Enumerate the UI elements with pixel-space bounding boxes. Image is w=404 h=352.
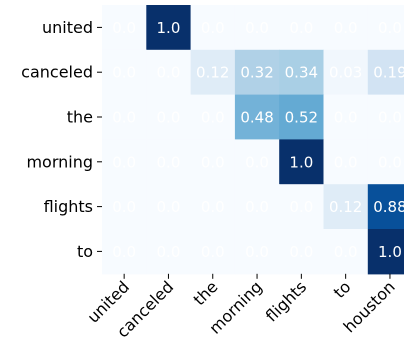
heatmap-cell: [279, 139, 325, 185]
heatmap-cell: [102, 5, 147, 51]
cell-value-label: 0.0: [157, 198, 181, 216]
cell-value-label: 0.19: [373, 64, 404, 82]
heatmap-cell: [234, 139, 280, 185]
cell-value-label: 0.0: [289, 19, 313, 37]
y-tick-label: canceled: [21, 63, 93, 82]
cell-value-label: 0.0: [112, 153, 136, 171]
cell-value-label: 0.0: [334, 109, 358, 127]
cell-value-label: 0.0: [157, 64, 181, 82]
y-tick-label: to: [77, 242, 93, 261]
heatmap-cell: [323, 139, 369, 185]
cell-value-label: 0.0: [334, 243, 358, 261]
cell-value-label: 0.52: [285, 109, 318, 127]
cell-value-label: 0.12: [329, 198, 362, 216]
cell-value-label: 0.0: [378, 109, 402, 127]
heatmap-cell: [146, 229, 192, 275]
heatmap-cell: [234, 5, 280, 51]
axis-ticks: [97, 26, 391, 279]
y-tick-label: united: [42, 18, 93, 37]
heatmap-cell: [279, 229, 325, 275]
cell-value-label: 0.48: [240, 109, 273, 127]
heatmap-cell: [190, 94, 236, 140]
cell-value-label: 0.88: [373, 198, 404, 216]
cell-value-label: 1.0: [378, 243, 402, 261]
cell-value-label: 0.0: [289, 198, 313, 216]
heatmap-cell: [234, 229, 280, 275]
cell-value-label: 0.0: [378, 19, 402, 37]
heatmap-cell: [146, 94, 192, 140]
heatmap-cell: [190, 49, 236, 96]
heatmap-cell: [190, 229, 236, 275]
heatmap-cell: [279, 49, 325, 96]
heatmap-cell: [367, 139, 404, 185]
x-tick-label: to: [330, 277, 355, 302]
y-tick-label: flights: [44, 197, 93, 216]
heatmap-cell: [102, 184, 147, 230]
heatmap-cell: [367, 94, 404, 140]
heatmap-cell: [323, 49, 369, 96]
heatmap-cell: [323, 94, 369, 140]
y-tick-label: the: [67, 108, 93, 127]
heatmap-cell: [234, 94, 280, 140]
cell-value-label: 1.0: [157, 19, 181, 37]
cell-value-label: 0.0: [201, 243, 225, 261]
cell-value-label: 0.0: [112, 109, 136, 127]
heatmap-cell: [323, 5, 369, 51]
cell-value-label: 1.0: [289, 153, 313, 171]
cell-value-label: 0.0: [201, 198, 225, 216]
heatmap-cell: [146, 184, 192, 230]
heatmap-cell: [190, 5, 236, 51]
heatmap-cell: [279, 184, 325, 230]
x-tick-label: the: [190, 277, 222, 309]
cell-value-label: 0.0: [201, 109, 225, 127]
cell-value-label: 0.0: [157, 109, 181, 127]
cell-value-label: 0.0: [245, 19, 269, 37]
cell-value-label: 0.0: [157, 153, 181, 171]
cell-value-label: 0.0: [112, 198, 136, 216]
heatmap-cell: [367, 184, 404, 230]
cell-value-label: 0.0: [245, 153, 269, 171]
heatmap-cell: [323, 229, 369, 275]
cell-value-label: 0.0: [201, 153, 225, 171]
heatmap-cell: [190, 139, 236, 185]
heatmap-cell: [323, 184, 369, 230]
heatmap-cell: [102, 94, 147, 140]
heatmap-cell: [146, 49, 192, 96]
heatmap-cell: [279, 5, 325, 51]
heatmap-cell: [279, 94, 325, 140]
heatmap-cell: [367, 49, 404, 96]
cell-value-label: 0.12: [196, 64, 229, 82]
cell-value-label: 0.0: [334, 153, 358, 171]
cell-value-label: 0.0: [245, 198, 269, 216]
heatmap-cell: [102, 229, 147, 275]
heatmap-cell: [146, 139, 192, 185]
cell-value-label: 0.0: [112, 243, 136, 261]
y-axis-tick-labels: united canceled the morning flights to: [21, 18, 93, 261]
heatmap-cell: [367, 5, 404, 51]
x-tick-label: flights: [262, 277, 310, 325]
heatmap-cell: [367, 229, 404, 275]
heatmap-cell: [234, 49, 280, 96]
cell-value-label: 0.0: [245, 243, 269, 261]
cell-value-label: 0.0: [378, 153, 402, 171]
cell-value-label: 0.0: [112, 64, 136, 82]
heatmap-cell: [146, 5, 192, 51]
cell-value-label: 0.03: [329, 64, 362, 82]
heatmap-cell: [102, 139, 147, 185]
y-tick-label: morning: [26, 152, 93, 171]
cell-value-label: 0.0: [334, 19, 358, 37]
heatmap-cell: [102, 49, 147, 96]
cell-value-label: 0.0: [201, 19, 225, 37]
heatmap-cell: [190, 184, 236, 230]
cell-value-label: 0.0: [112, 19, 136, 37]
heatmap-cells: 0.0 1.0 0.0 0.0 0.0 0.0 0.0 0.0 0.0 0.12 0.32 0.34 0…: [102, 5, 404, 275]
heatmap-cell: [234, 184, 280, 230]
cell-value-label: 0.0: [157, 243, 181, 261]
cell-value-label: 0.0: [289, 243, 313, 261]
cell-value-label: 0.32: [240, 64, 273, 82]
cell-value-label: 0.34: [285, 64, 318, 82]
